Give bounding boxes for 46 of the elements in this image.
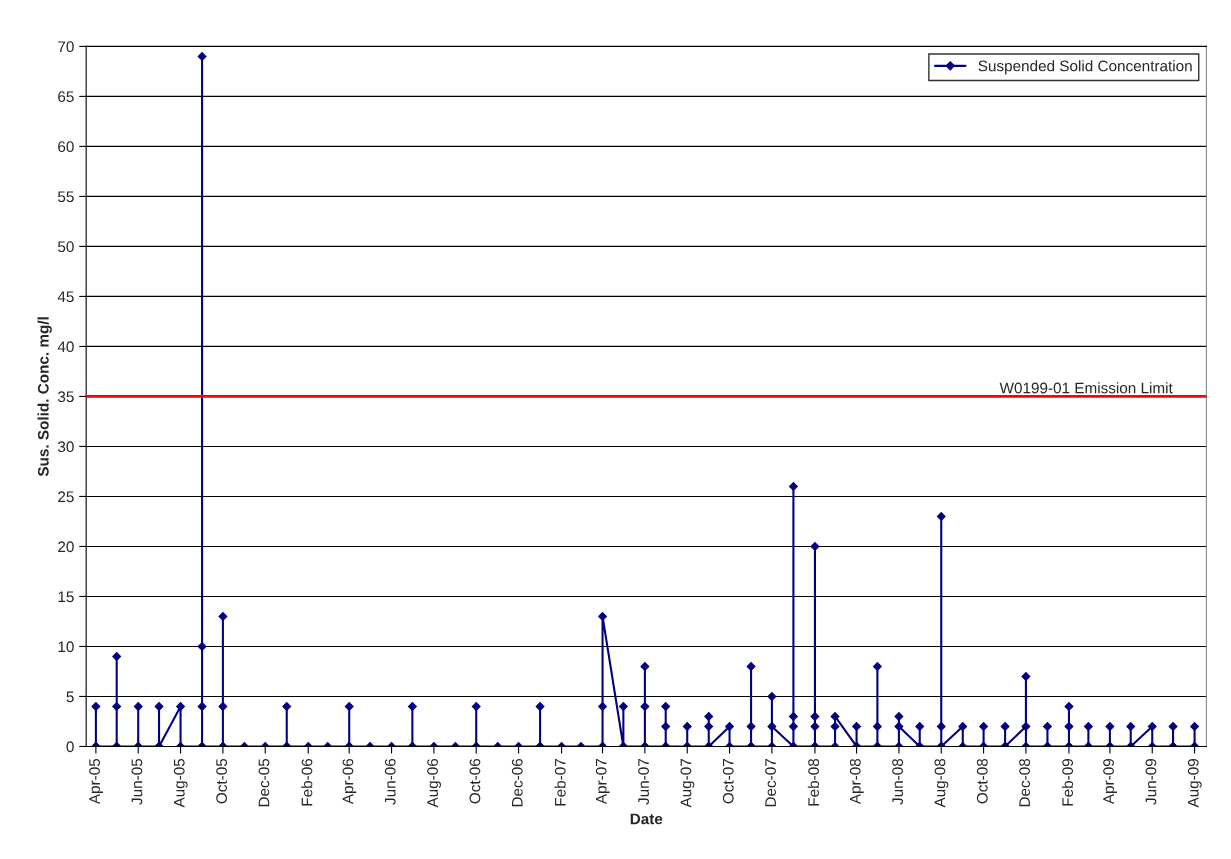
x-tick-label: Apr-09 bbox=[1103, 759, 1118, 805]
x-tick-label: Apr-05 bbox=[89, 758, 104, 805]
y-tick-label: 70 bbox=[58, 41, 74, 53]
y-tick-label: 15 bbox=[58, 591, 74, 603]
x-tick-label: Apr-07 bbox=[595, 759, 610, 805]
y-axis-title: Sus. Solid. Conc. mg/l bbox=[37, 317, 52, 477]
x-tick-label: Feb-09 bbox=[1061, 759, 1074, 806]
x-tick-label: Feb-06 bbox=[301, 758, 313, 806]
x-tick-label: Aug-07 bbox=[680, 759, 695, 808]
x-tick-label: Apr-06 bbox=[342, 758, 357, 805]
x-tick-label: Aug-09 bbox=[1187, 759, 1202, 808]
y-tick-label: 10 bbox=[58, 641, 74, 653]
y-tick-label: 65 bbox=[58, 91, 74, 103]
y-tick-label: 30 bbox=[57, 441, 74, 453]
x-tick-label: Feb-08 bbox=[807, 758, 820, 806]
y-tick-label: 25 bbox=[58, 491, 74, 503]
x-tick-label: Oct-07 bbox=[722, 759, 734, 804]
y-tick-label: 60 bbox=[58, 141, 74, 153]
x-tick-label: Dec-06 bbox=[511, 758, 523, 807]
x-tick-label: Aug-06 bbox=[427, 758, 442, 808]
legend-label: Suspended Solid Concentration bbox=[978, 60, 1192, 75]
y-tick-label: 50 bbox=[57, 241, 74, 253]
y-tick-label: 20 bbox=[58, 541, 74, 553]
x-tick-label: Dec-08 bbox=[1019, 758, 1031, 807]
x-tick-label: Oct-06 bbox=[469, 758, 481, 804]
x-tick-label: Dec-05 bbox=[258, 758, 270, 807]
y-tick-label: 5 bbox=[66, 691, 74, 703]
ref-line-label: W0199-01 Emission Limit bbox=[999, 382, 1173, 394]
y-tick-label: 55 bbox=[57, 191, 74, 203]
x-tick-label: Jun-07 bbox=[638, 759, 649, 805]
x-tick-label: Feb-07 bbox=[554, 759, 566, 806]
x-tick-label: Jun-06 bbox=[384, 758, 396, 805]
y-tick-label: 35 bbox=[57, 391, 74, 403]
x-tick-label: Aug-05 bbox=[173, 758, 188, 808]
x-tick-label: Oct-05 bbox=[216, 758, 227, 804]
y-tick-label: 0 bbox=[66, 741, 74, 753]
x-tick-label: Oct-08 bbox=[976, 758, 988, 804]
x-tick-label: Dec-07 bbox=[765, 759, 776, 807]
x-tick-label: Aug-08 bbox=[934, 758, 949, 808]
x-tick-label: Jun-09 bbox=[1145, 759, 1157, 805]
x-tick-label: Apr-08 bbox=[849, 758, 864, 805]
x-tick-label: Jun-05 bbox=[131, 758, 143, 805]
x-tick-label: Jun-08 bbox=[892, 758, 904, 805]
y-tick-label: 45 bbox=[57, 291, 74, 303]
y-tick-label: 40 bbox=[57, 341, 74, 353]
x-axis-title: Date bbox=[630, 813, 663, 825]
